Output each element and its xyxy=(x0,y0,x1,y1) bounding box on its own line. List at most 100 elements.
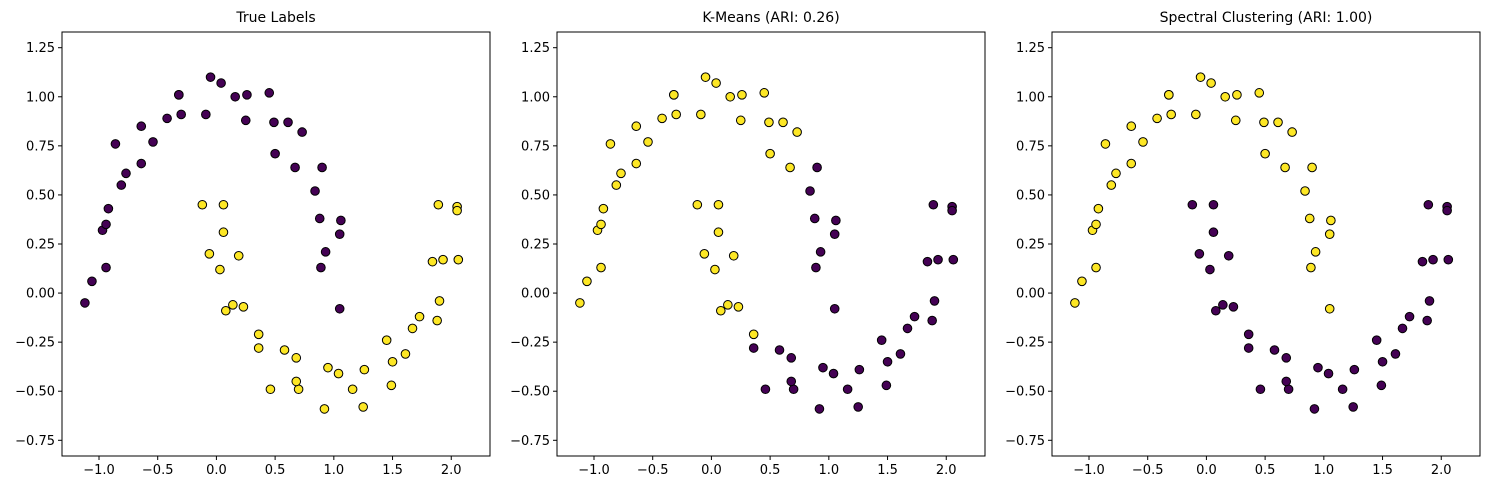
point xyxy=(87,276,97,287)
axes-frame xyxy=(556,31,986,457)
point xyxy=(427,256,438,267)
x-tick-label: 1.5 xyxy=(382,463,403,478)
point xyxy=(1208,227,1219,238)
point xyxy=(631,158,642,169)
point xyxy=(1442,205,1452,216)
point xyxy=(828,368,839,379)
point xyxy=(1309,404,1320,414)
chart-title: K-Means (ARI: 0.26) xyxy=(702,10,839,26)
y-tick-label: 1.25 xyxy=(26,41,55,56)
point xyxy=(253,329,264,340)
point xyxy=(204,249,215,259)
point xyxy=(240,115,251,126)
point xyxy=(760,384,771,395)
point xyxy=(291,353,302,363)
point xyxy=(831,215,841,226)
point xyxy=(218,227,229,238)
point xyxy=(101,219,111,230)
point xyxy=(216,78,226,88)
point xyxy=(643,137,653,147)
point xyxy=(279,345,290,355)
point xyxy=(333,368,344,379)
point xyxy=(1348,402,1358,412)
point xyxy=(842,384,853,395)
x-tick-label: −0.5 xyxy=(637,463,669,478)
point xyxy=(201,109,211,120)
point xyxy=(929,296,940,306)
point xyxy=(733,302,744,312)
y-tick-label: 0.00 xyxy=(521,287,550,302)
x-tick-label: 0.5 xyxy=(760,463,781,478)
point xyxy=(1417,256,1428,267)
point xyxy=(238,302,249,312)
point xyxy=(1243,329,1254,340)
y-tick-label: −0.50 xyxy=(15,385,55,400)
point xyxy=(818,362,828,373)
point xyxy=(1243,343,1254,353)
point xyxy=(1300,186,1310,196)
point xyxy=(1259,117,1269,128)
point xyxy=(323,362,333,373)
x-tick-label: 0.0 xyxy=(1196,463,1217,478)
point xyxy=(748,343,759,353)
point xyxy=(710,264,720,275)
point xyxy=(291,376,302,387)
point xyxy=(1260,148,1270,159)
point xyxy=(290,162,300,173)
point xyxy=(728,250,739,261)
point xyxy=(1091,219,1101,230)
point xyxy=(1280,162,1290,173)
point xyxy=(148,137,158,147)
y-tick-label: 0.50 xyxy=(1016,188,1045,203)
point xyxy=(334,303,345,314)
point xyxy=(1324,303,1335,314)
y-tick-label: 0.75 xyxy=(26,139,55,154)
point xyxy=(297,127,307,137)
point xyxy=(725,91,735,102)
point xyxy=(765,148,775,159)
point xyxy=(778,117,788,128)
y-tick-label: −0.75 xyxy=(15,434,55,449)
x-tick-label: −0.5 xyxy=(142,463,174,478)
y-tick-label: −0.50 xyxy=(510,385,550,400)
point xyxy=(1307,162,1317,173)
point xyxy=(293,384,304,395)
point xyxy=(1323,368,1334,379)
x-tick-label: 1.5 xyxy=(1372,463,1393,478)
point xyxy=(80,298,90,308)
point xyxy=(1166,109,1176,120)
point xyxy=(1255,384,1266,395)
point xyxy=(314,213,325,224)
point xyxy=(317,162,327,173)
y-tick-label: 1.00 xyxy=(26,90,55,105)
point xyxy=(805,186,815,196)
point xyxy=(713,227,724,238)
point xyxy=(735,115,746,126)
point xyxy=(792,127,802,137)
point xyxy=(116,180,127,190)
point xyxy=(786,376,797,387)
point xyxy=(1126,121,1137,132)
point xyxy=(1390,349,1401,359)
point xyxy=(453,254,464,265)
point xyxy=(1310,247,1321,257)
y-tick-label: −0.25 xyxy=(1005,336,1045,351)
y-tick-label: −0.75 xyxy=(510,434,550,449)
point xyxy=(737,90,747,100)
point xyxy=(582,276,592,287)
point xyxy=(381,335,392,345)
point xyxy=(1281,353,1292,363)
point xyxy=(176,109,186,120)
x-tick-label: 2.0 xyxy=(1431,463,1452,478)
point xyxy=(774,345,785,355)
x-tick-label: 0.0 xyxy=(701,463,722,478)
point xyxy=(316,262,326,273)
point xyxy=(948,254,959,265)
point xyxy=(1077,276,1087,287)
point xyxy=(1230,115,1241,126)
point xyxy=(809,213,820,224)
y-tick-label: 0.75 xyxy=(521,139,550,154)
point xyxy=(1070,298,1080,308)
x-tick-label: 0.5 xyxy=(265,463,286,478)
chart-title: True Labels xyxy=(235,10,315,26)
